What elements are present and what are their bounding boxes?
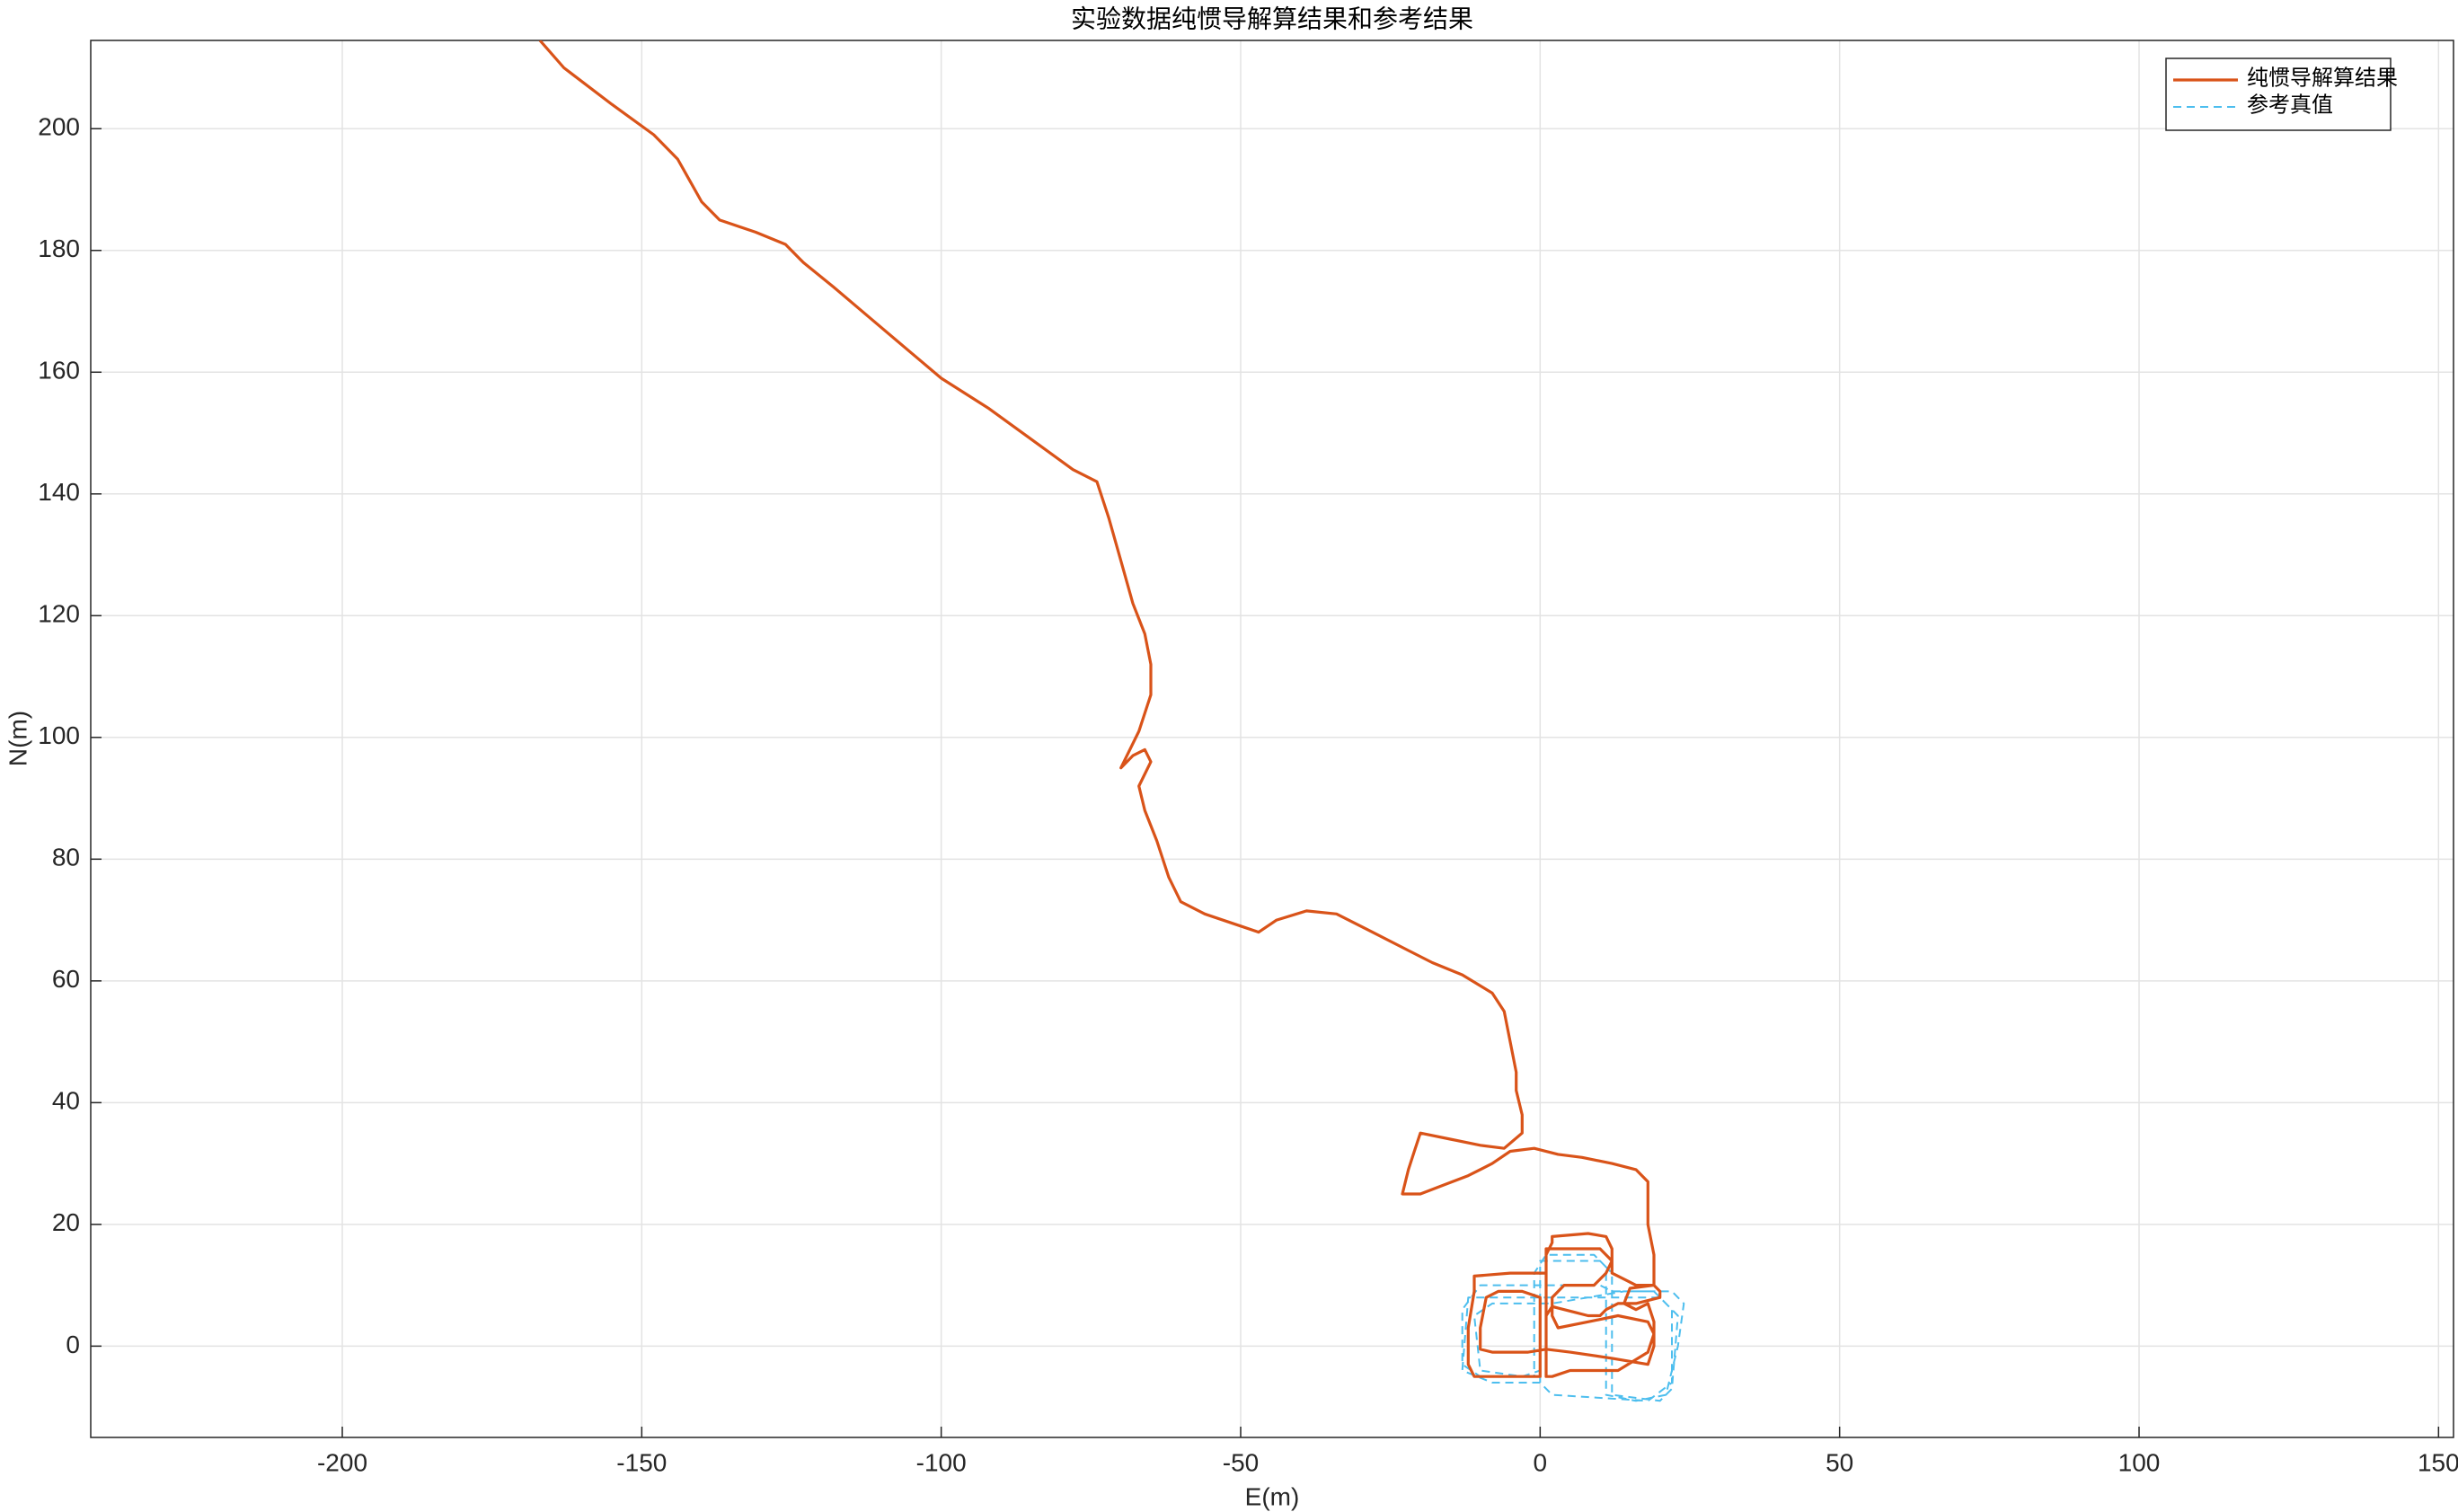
y-tick-label: 160: [38, 357, 80, 385]
data-line: [1461, 1253, 1685, 1402]
y-axis-label: N(m): [4, 711, 31, 766]
x-tick-label: -100: [916, 1448, 967, 1476]
x-tick-label: 0: [1534, 1448, 1548, 1476]
legend-box: [2165, 57, 2392, 131]
y-tick-label: 180: [38, 234, 80, 262]
y-tick-label: 40: [52, 1087, 80, 1115]
x-tick-label: 100: [2118, 1448, 2161, 1476]
legend-label: 纯惯导解算结果: [2247, 66, 2398, 91]
y-tick-label: 100: [38, 721, 80, 749]
chart-title: 实验数据纯惯导解算结果和参考结果: [1071, 4, 1473, 33]
y-tick-label: 120: [38, 600, 80, 628]
x-tick-label: -150: [616, 1448, 667, 1476]
y-tick-label: 0: [66, 1331, 80, 1358]
data-line: [538, 40, 1662, 1378]
y-tick-label: 20: [52, 1208, 80, 1236]
y-tick-label: 80: [52, 844, 80, 871]
plot-frame: [90, 40, 2454, 1438]
y-tick-label: 60: [52, 965, 80, 993]
legend-label: 参考真值: [2247, 93, 2333, 118]
x-tick-label: 50: [1826, 1448, 1853, 1476]
x-axis-label: E(m): [1245, 1482, 1300, 1510]
x-tick-label: 150: [2418, 1448, 2458, 1476]
y-tick-label: 140: [38, 478, 80, 506]
x-tick-label: -200: [317, 1448, 367, 1476]
x-tick-label: -50: [1223, 1448, 1259, 1476]
y-tick-label: 200: [38, 113, 80, 141]
